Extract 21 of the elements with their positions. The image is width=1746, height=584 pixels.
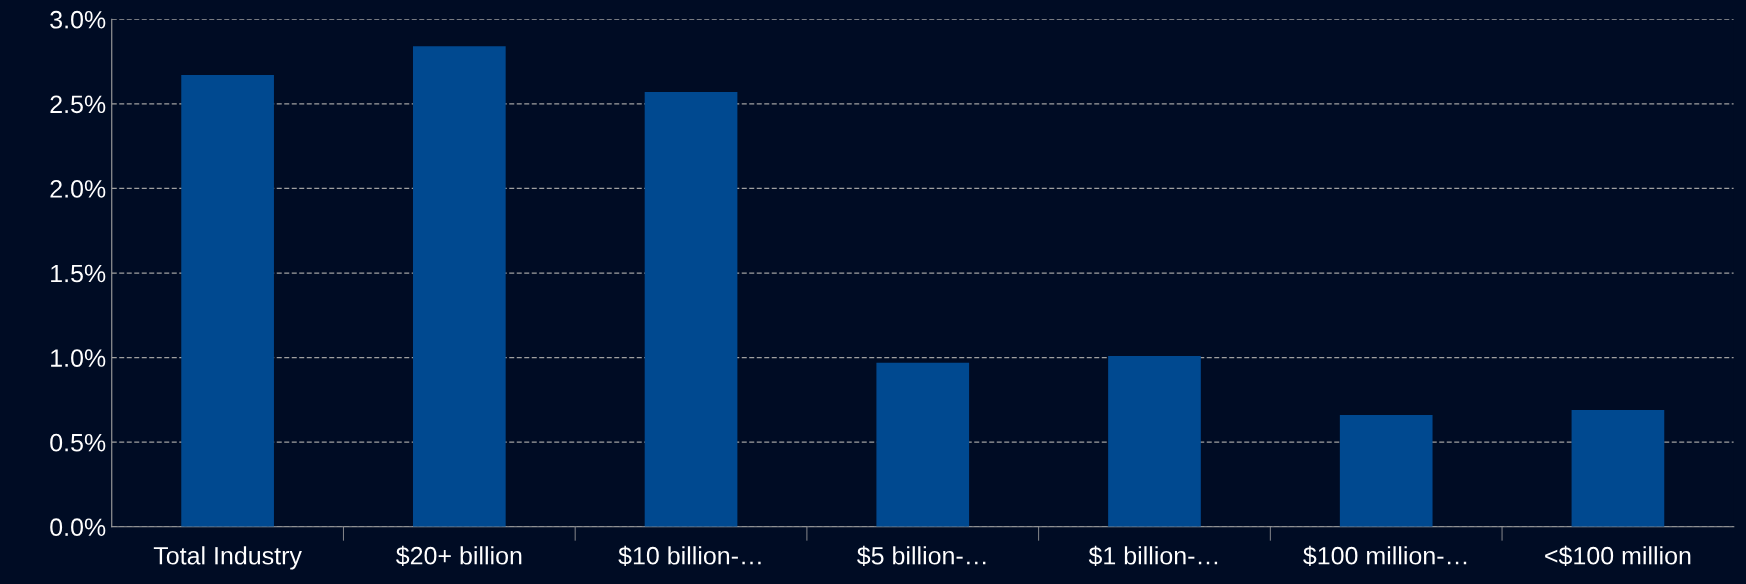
x-tick-label: Total Industry xyxy=(153,546,302,570)
y-tick-label: 1.0% xyxy=(51,349,106,367)
bar xyxy=(181,75,274,527)
y-tick-label: 1.5% xyxy=(51,264,106,283)
y-tick-label: 0.5% xyxy=(50,433,106,452)
x-tick-label: $20+ billion xyxy=(396,545,522,567)
bar xyxy=(876,362,970,527)
x-tick-label: $1 billion-… xyxy=(1088,545,1218,567)
bar xyxy=(1571,410,1665,527)
y-tick-label: 2.0% xyxy=(50,180,106,198)
x-tick-label: $100 million-… xyxy=(1303,545,1467,567)
bar xyxy=(1339,415,1433,527)
y-tick-label: 0.0% xyxy=(50,518,106,537)
y-tick-label: 3.0% xyxy=(50,10,106,29)
bar xyxy=(644,92,738,527)
bar xyxy=(412,46,506,527)
x-tick-label: <$100 million xyxy=(1545,545,1691,567)
y-tick-label: 2.5% xyxy=(50,95,106,114)
x-tick-label: $10 billion-… xyxy=(618,545,761,567)
bar xyxy=(1108,355,1201,527)
x-tick-label: $5 billion-… xyxy=(857,545,986,567)
